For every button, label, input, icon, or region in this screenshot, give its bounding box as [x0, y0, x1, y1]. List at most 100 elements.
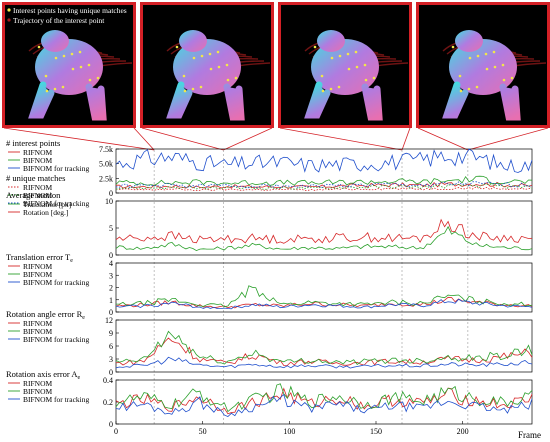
- match-point: [468, 56, 472, 60]
- match-point: [175, 45, 179, 49]
- match-point: [313, 45, 317, 49]
- match-point: [217, 65, 221, 69]
- connector-line: [141, 127, 224, 151]
- match-point: [54, 56, 58, 60]
- series-line: [115, 356, 533, 369]
- model-head: [41, 30, 69, 52]
- thumb-legend-label: Trajectory of the interest point: [13, 16, 105, 25]
- x-tick-label: 200: [457, 427, 469, 436]
- y-tick-label: 3: [109, 271, 113, 280]
- match-point: [347, 67, 351, 71]
- connector-line: [3, 127, 155, 151]
- match-point: [200, 54, 204, 58]
- match-point: [338, 54, 342, 58]
- panel-title: Translation error Te: [6, 252, 73, 264]
- match-point: [485, 67, 489, 71]
- x-tick-label: 150: [370, 427, 382, 436]
- match-point: [78, 50, 82, 54]
- connector-line: [279, 127, 403, 151]
- match-point: [208, 52, 212, 56]
- series-line: [115, 218, 533, 245]
- series-line: [115, 183, 533, 190]
- match-point: [475, 85, 479, 89]
- match-point: [79, 65, 83, 69]
- series-line: [115, 148, 533, 173]
- connector-line: [401, 127, 411, 151]
- legend-label: Translation [px]: [23, 200, 71, 209]
- y-tick-label: 7.5k: [99, 145, 113, 154]
- thumbnail: [278, 2, 412, 128]
- connector-line: [417, 127, 469, 151]
- model-head: [455, 30, 483, 52]
- chart-panel: 4 3 2 1 0 Translation error TeRIFNOMBIFNOMBIF…: [6, 252, 533, 317]
- legend-label: BIFNOM: [23, 327, 53, 336]
- match-point: [502, 78, 506, 82]
- panel-title: Average motion: [6, 190, 61, 200]
- match-point: [329, 87, 333, 91]
- model-legs: [304, 81, 383, 121]
- model-body: [173, 39, 241, 95]
- series-line: [115, 181, 533, 189]
- match-point: [225, 63, 229, 67]
- match-point: [209, 67, 213, 71]
- y-tick-label: 5.0k: [99, 160, 113, 169]
- match-point: [493, 65, 497, 69]
- panel-title: Rotation angle error Re: [6, 309, 85, 321]
- connector-line: [133, 127, 155, 151]
- legend-label: BIFNOM: [23, 387, 53, 396]
- match-point: [467, 87, 471, 91]
- y-tick-label: 4: [109, 259, 113, 268]
- plot-frame: [115, 200, 533, 256]
- legend-label: RIFNOM: [23, 319, 53, 328]
- match-point: [458, 74, 462, 78]
- y-tick-label: 0.2: [103, 398, 113, 407]
- match-point: [191, 87, 195, 91]
- match-point: [459, 89, 463, 93]
- x-tick-label: 50: [199, 427, 207, 436]
- chart-panel: 7.5k5.0k2.5k0# interest pointsRIFNOMBIFN…: [6, 138, 533, 208]
- x-tick-label: 100: [283, 427, 295, 436]
- match-point: [62, 54, 66, 58]
- match-point: [321, 89, 325, 93]
- legend-label: RIFNOM: [23, 262, 53, 271]
- thumbnail: [140, 2, 274, 128]
- match-point: [87, 63, 91, 67]
- y-tick-label: 0: [109, 189, 113, 198]
- panel-title: # interest points: [6, 138, 60, 148]
- match-point: [337, 85, 341, 89]
- match-point: [44, 74, 48, 78]
- series-line: [115, 383, 533, 413]
- match-point: [234, 76, 238, 80]
- match-point: [451, 45, 455, 49]
- panel-title: Rotation axis error Ae: [6, 369, 81, 381]
- y-tick-label: 9: [109, 329, 113, 338]
- match-point: [320, 74, 324, 78]
- legend-label: BIFNOM: [23, 270, 53, 279]
- legend-label: BIFNOM for tracking: [23, 278, 89, 287]
- model-legs: [28, 81, 107, 121]
- match-point: [45, 89, 49, 93]
- y-tick-label: 0: [109, 368, 113, 377]
- model-body: [35, 39, 103, 95]
- legend-label: BIFNOM for tracking: [23, 164, 89, 173]
- y-tick-label: 1: [109, 296, 113, 305]
- match-point: [510, 76, 514, 80]
- match-point: [484, 52, 488, 56]
- x-axis: Frame 0 50 100 150 200: [114, 421, 541, 440]
- model-body: [449, 39, 517, 95]
- model-body: [311, 39, 379, 95]
- match-point: [183, 89, 187, 93]
- legend-label: BIFNOM for tracking: [23, 199, 89, 208]
- y-tick-label: 6: [109, 342, 113, 351]
- thumb-legend-marker: [7, 18, 11, 22]
- match-point: [88, 78, 92, 82]
- match-point: [70, 52, 74, 56]
- y-tick-label: 10: [105, 197, 113, 206]
- series-line: [115, 330, 533, 365]
- match-point: [372, 76, 376, 80]
- legend-label: BIFNOM for tracking: [23, 395, 89, 404]
